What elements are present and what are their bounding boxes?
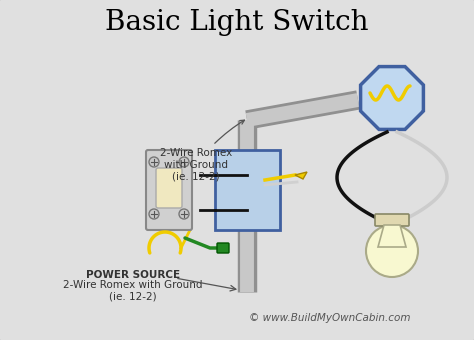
Circle shape [179,209,189,219]
FancyBboxPatch shape [146,150,192,230]
Polygon shape [361,67,423,130]
Polygon shape [378,225,406,247]
Circle shape [366,225,418,277]
Circle shape [149,157,159,167]
Polygon shape [295,172,307,179]
Circle shape [149,209,159,219]
Text: 2-Wire Romex
with Ground
(ie. 12-2): 2-Wire Romex with Ground (ie. 12-2) [160,120,245,181]
FancyBboxPatch shape [217,243,229,253]
Circle shape [179,157,189,167]
Text: © www.BuildMyOwnCabin.com: © www.BuildMyOwnCabin.com [249,313,411,323]
FancyBboxPatch shape [215,150,280,230]
FancyBboxPatch shape [156,168,182,208]
Text: POWER SOURCE: POWER SOURCE [86,270,180,280]
Text: Basic Light Switch: Basic Light Switch [105,8,369,35]
FancyBboxPatch shape [375,214,409,226]
Text: 2-Wire Romex with Ground
(ie. 12-2): 2-Wire Romex with Ground (ie. 12-2) [63,280,203,302]
